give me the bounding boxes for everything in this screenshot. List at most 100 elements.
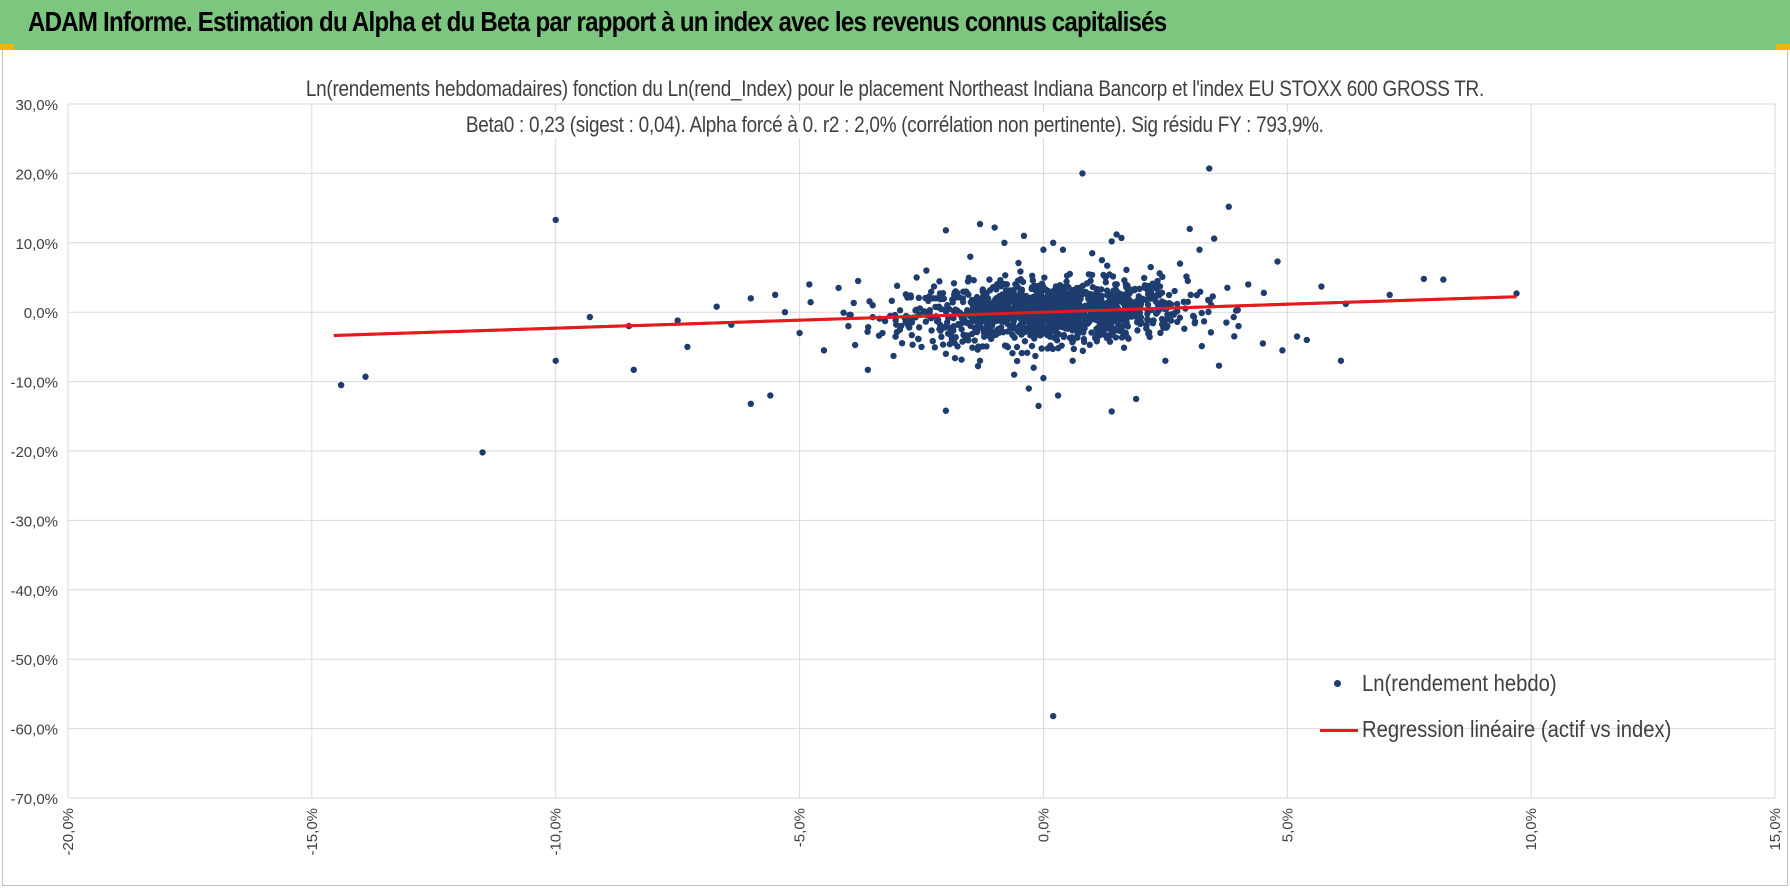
- scatter-point: [1191, 319, 1198, 327]
- scatter-point: [1021, 338, 1029, 345]
- scatter-point: [1077, 295, 1084, 303]
- scatter-point: [942, 227, 950, 234]
- scatter-point: [1028, 342, 1036, 350]
- scatter-point: [1112, 334, 1120, 341]
- scatter-point: [1001, 342, 1009, 349]
- scatter-point: [1186, 225, 1193, 233]
- scatter-point: [1059, 287, 1066, 294]
- x-tick-label: -10,0%: [548, 808, 565, 856]
- scatter-point: [1111, 325, 1118, 332]
- y-tick-label: -40,0%: [10, 583, 58, 600]
- scatter-point: [972, 326, 979, 333]
- scatter-point: [1158, 315, 1166, 323]
- scatter-point: [1000, 303, 1007, 311]
- scatter-point: [1088, 314, 1096, 321]
- scatter-point: [1072, 318, 1079, 325]
- scatter-point: [961, 316, 968, 323]
- scatter-point: [1102, 279, 1110, 286]
- scatter-point: [1001, 239, 1008, 246]
- scatter-point: [1069, 357, 1076, 364]
- scatter-point: [1209, 293, 1216, 300]
- scatter-point: [927, 288, 935, 295]
- scatter-point: [1125, 335, 1132, 342]
- scatter-point: [1009, 349, 1016, 357]
- scatter-point: [1053, 337, 1061, 344]
- y-tick-label: 20,0%: [15, 166, 58, 183]
- scatter-point: [1149, 320, 1157, 327]
- scatter-point: [1420, 275, 1428, 283]
- scatter-point: [1167, 317, 1175, 324]
- y-tick-label: -70,0%: [10, 791, 58, 808]
- scatter-point: [1132, 395, 1140, 403]
- scatter-point: [1013, 357, 1021, 365]
- scatter-point: [1088, 329, 1095, 336]
- scatter-point: [965, 274, 972, 282]
- scatter-point: [1013, 343, 1021, 351]
- scatter-point: [1440, 276, 1447, 283]
- scatter-point: [1038, 280, 1046, 287]
- scatter-point: [1108, 320, 1115, 327]
- scatter-point: [1108, 408, 1115, 415]
- scatter-point: [1230, 313, 1237, 321]
- scatter-point: [908, 319, 916, 326]
- scatter-point: [1040, 313, 1048, 320]
- scatter-point: [1232, 307, 1240, 314]
- scatter-point: [1124, 323, 1132, 330]
- scatter-point: [998, 282, 1005, 290]
- scatter-point: [337, 381, 345, 389]
- y-tick-label: 30,0%: [15, 97, 58, 114]
- scatter-point: [1200, 318, 1208, 325]
- scatter-point: [939, 341, 947, 348]
- scatter-point: [1122, 281, 1130, 288]
- scatter-point: [1010, 318, 1017, 325]
- scatter-point: [915, 324, 923, 331]
- scatter-point: [922, 318, 930, 325]
- scatter-point: [1156, 270, 1163, 277]
- scatter-point: [937, 305, 945, 313]
- scatter-point: [1046, 330, 1053, 338]
- scatter-point: [1060, 331, 1068, 339]
- scatter-point: [1224, 284, 1231, 291]
- scatter-point: [1205, 308, 1212, 316]
- scatter-point: [807, 299, 814, 306]
- scatter-point: [987, 335, 995, 343]
- scatter-point: [890, 352, 897, 360]
- scatter-point: [979, 288, 986, 295]
- scatter-point: [929, 295, 937, 302]
- scatter-point: [1071, 286, 1078, 293]
- scatter-point: [952, 333, 959, 341]
- scatter-point: [1293, 333, 1301, 340]
- scatter-point: [1140, 274, 1148, 282]
- scatter-point: [1031, 299, 1039, 306]
- scatter-point: [1032, 352, 1039, 360]
- scatter-point: [1044, 287, 1052, 295]
- scatter-point: [1131, 287, 1138, 294]
- scatter-point: [846, 311, 853, 319]
- scatter-point: [902, 318, 909, 326]
- corner-mark-left: [0, 44, 14, 50]
- scatter-point: [1011, 334, 1018, 341]
- scatter-point: [1058, 342, 1065, 349]
- scatter-point: [986, 287, 994, 294]
- scatter-point: [1196, 246, 1203, 253]
- y-tick-label: -30,0%: [10, 513, 58, 530]
- scatter-point: [1028, 285, 1035, 293]
- x-tick-label: 0,0%: [1035, 808, 1052, 842]
- header-title: ADAM Informe. Estimation du Alpha et du …: [28, 6, 1167, 37]
- chart-frame: [2, 50, 1788, 886]
- scatter-point: [1048, 324, 1055, 332]
- scatter-point: [974, 362, 982, 370]
- legend-dot-marker: [1334, 680, 1341, 687]
- scatter-point: [897, 322, 905, 330]
- scatter-point: [915, 294, 923, 302]
- scatter-point: [1176, 260, 1184, 267]
- scatter-point: [893, 321, 900, 328]
- legend-label-regression: Regression linéaire (actif vs index): [1362, 716, 1672, 742]
- scatter-point: [1060, 297, 1067, 304]
- scatter-point: [1166, 311, 1174, 318]
- scatter-point: [971, 337, 978, 344]
- scatter-point: [955, 321, 962, 329]
- scatter-point: [1231, 333, 1238, 340]
- scatter-point: [1087, 300, 1094, 308]
- scatter-point: [1210, 235, 1218, 242]
